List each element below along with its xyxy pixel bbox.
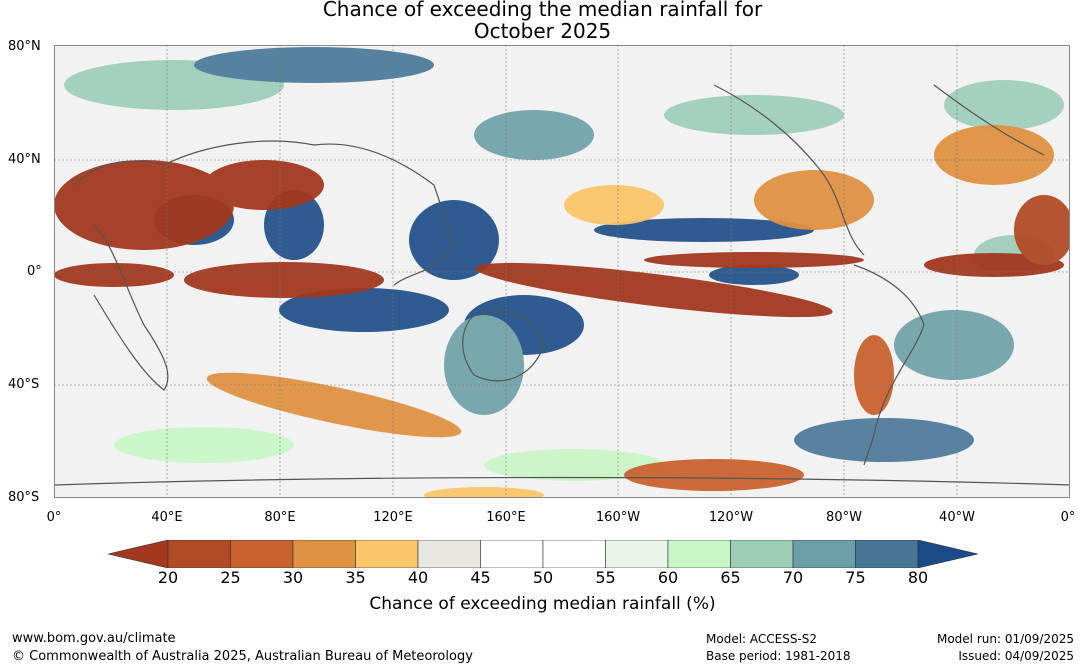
colorbar-tick-label: 30 <box>282 568 304 587</box>
lon-label: 160°E <box>486 510 526 525</box>
colorbar-tick-label: 60 <box>657 568 679 587</box>
colorbar-tick-label: 50 <box>532 568 554 587</box>
lon-label: 160°W <box>595 510 641 525</box>
title-line-2: October 2025 <box>473 19 612 43</box>
lon-label: 40°W <box>939 510 975 525</box>
colorbar-segment <box>855 540 919 568</box>
colorbar-segment <box>542 540 606 568</box>
colorbar-tick-label: 20 <box>157 568 179 587</box>
lon-label: 80°W <box>826 510 862 525</box>
colorbar-segment <box>792 540 856 568</box>
lon-label: 120°W <box>708 510 754 525</box>
colorbar-segment <box>292 540 356 568</box>
colorbar-tick-label: 55 <box>595 568 616 587</box>
footer-model: Model: ACCESS-S2 Base period: 1981-2018 <box>706 631 851 665</box>
lat-label: 0° <box>27 264 42 279</box>
website-link[interactable]: www.bom.gov.au/climate <box>12 631 176 646</box>
colorbar-segment <box>480 540 544 568</box>
colorbar-tick-label: 65 <box>720 568 741 587</box>
colorbar-tick-label: 80 <box>907 568 929 587</box>
wet-regions <box>64 47 1064 481</box>
graticule <box>54 45 1070 498</box>
rainfall-map <box>54 45 1070 498</box>
colorbar-tick-label: 35 <box>345 568 366 587</box>
footer-left: www.bom.gov.au/climate © Commonwealth of… <box>12 630 473 666</box>
colorbar-segment <box>167 540 231 568</box>
model-run-date: Model run: 01/09/2025 <box>936 632 1074 646</box>
dry-regions <box>54 125 1070 498</box>
map-graphic <box>54 45 1070 498</box>
colorbar-segment <box>667 540 731 568</box>
colorbar-label: Chance of exceeding median rainfall (%) <box>369 594 716 614</box>
lat-label: 80°N <box>8 39 41 54</box>
colorbar-segment <box>605 540 669 568</box>
colorbar-under-arrow <box>108 540 169 568</box>
lon-label: 0° <box>1060 510 1076 525</box>
lon-label: 120°E <box>373 510 413 525</box>
colorbar-segment <box>355 540 419 568</box>
lon-label: 80°E <box>264 510 296 525</box>
colorbar-tick-label: 45 <box>470 568 491 587</box>
map-title: Chance of exceeding the median rainfall … <box>0 0 1085 42</box>
issued-date: Issued: 04/09/2025 <box>958 649 1074 663</box>
lat-label: 40°N <box>8 152 41 167</box>
lon-label: 40°E <box>151 510 183 525</box>
colorbar-tick-label: 25 <box>220 568 241 587</box>
colorbar <box>108 540 978 568</box>
base-period: Base period: 1981-2018 <box>706 649 851 663</box>
copyright-text: © Commonwealth of Australia 2025, Austra… <box>12 649 473 664</box>
colorbar-segment <box>730 540 794 568</box>
lat-label: 40°S <box>8 377 40 392</box>
colorbar-over-arrow <box>917 540 978 568</box>
coastlines <box>54 84 1070 486</box>
model-name: Model: ACCESS-S2 <box>706 632 818 646</box>
lon-label: 0° <box>46 510 62 525</box>
colorbar-tick-label: 70 <box>782 568 804 587</box>
colorbar-tick-label: 75 <box>845 568 866 587</box>
colorbar-tick-label: 40 <box>407 568 429 587</box>
lat-label: 80°S <box>8 490 40 505</box>
colorbar-segment <box>417 540 481 568</box>
title-line-1: Chance of exceeding the median rainfall … <box>322 0 763 21</box>
colorbar-segment <box>230 540 294 568</box>
footer-dates: Model run: 01/09/2025 Issued: 04/09/2025 <box>937 631 1074 665</box>
